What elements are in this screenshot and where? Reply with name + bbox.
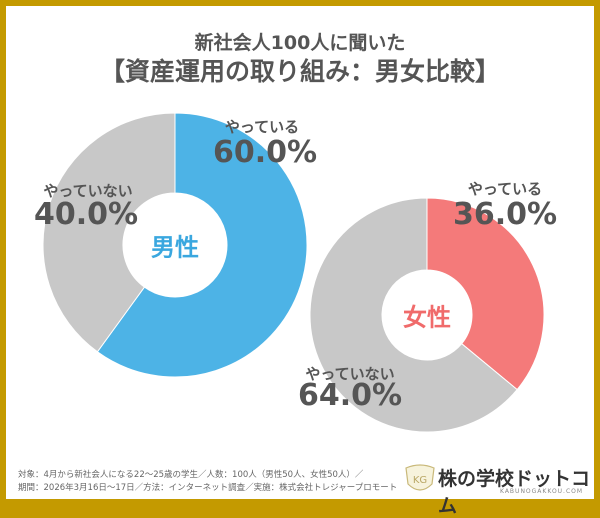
page-title: 【資産運用の取り組み：男女比較】 [99,57,500,86]
female-no-label: やっていない [305,365,395,383]
male-yes-value: 60.0% [212,135,318,170]
male-slice-no [42,112,176,353]
male-no-value: 40.0% [33,197,139,232]
svg-text:KG: KG [413,475,427,486]
subtitle: 新社会人100人に聞いた [194,32,406,54]
female-slice-no [309,197,518,433]
female-yes-value: 36.0% [452,197,558,232]
brand-url: KABUNOGAKKOU.COM [500,488,584,495]
male-center-label: 男性 [151,233,199,262]
male-slice-yes [96,112,308,378]
male-no-label: やっていない [43,182,133,200]
shield-logo-icon: KG [405,464,435,491]
female-yes-label: やっている [467,180,543,198]
female-slice-yes [426,197,545,391]
male-yes-label: やっている [224,118,300,136]
footer-line-2: 期間：2026年3月16日〜17日／方法：インターネット調査／実施：株式会社トレ… [18,483,398,493]
donut-charts [42,112,545,433]
footer-line-1: 対象：4月から新社会人になる22〜25歳の学生／人数：100人（男性50人、女性… [18,470,364,480]
female-center-label: 女性 [403,303,451,332]
female-no-value: 64.0% [297,378,403,413]
